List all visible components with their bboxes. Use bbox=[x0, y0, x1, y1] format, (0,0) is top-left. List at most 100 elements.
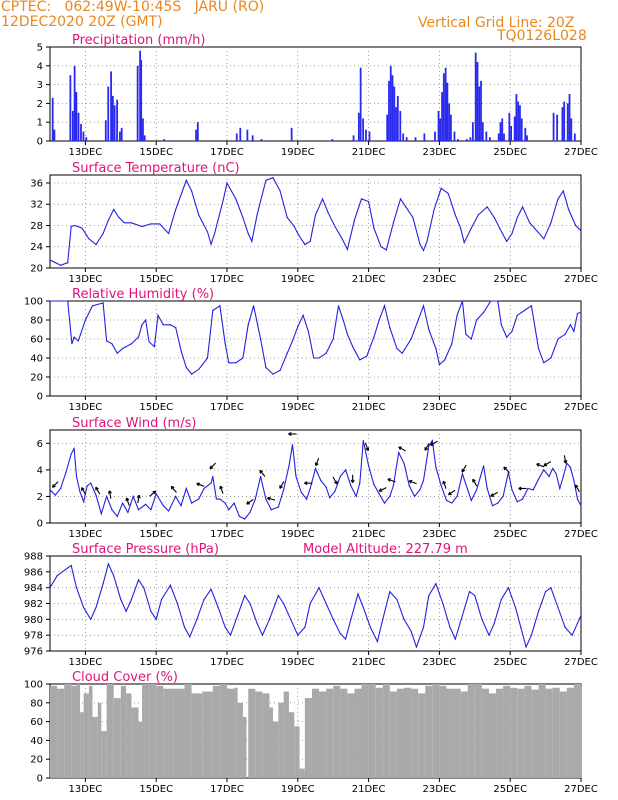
precip-bar bbox=[195, 129, 197, 141]
data-point bbox=[265, 366, 267, 369]
wind-arrow-shaft bbox=[149, 490, 157, 497]
data-point bbox=[309, 487, 311, 490]
wind-arrow bbox=[288, 431, 297, 437]
data-point bbox=[81, 227, 83, 229]
x-tick-label: 19DEC bbox=[281, 274, 315, 285]
data-point bbox=[389, 327, 391, 329]
data-point bbox=[306, 498, 308, 500]
data-point bbox=[359, 482, 361, 484]
data-point bbox=[537, 347, 540, 350]
precip-bar bbox=[140, 60, 143, 141]
data-point bbox=[169, 584, 171, 586]
cloud-bar bbox=[552, 687, 560, 778]
cloud-bar bbox=[138, 721, 143, 778]
cloud-bar bbox=[131, 707, 139, 778]
panel-frame bbox=[49, 300, 582, 397]
precip-bar bbox=[73, 65, 76, 141]
precip-bar bbox=[526, 135, 528, 141]
x-tick-label: 19DEC bbox=[281, 402, 315, 413]
y-tick-label: 2 bbox=[37, 99, 43, 110]
data-point bbox=[73, 336, 75, 338]
data-point bbox=[380, 246, 382, 248]
y-tick-label: 986 bbox=[24, 567, 43, 578]
data-point bbox=[56, 575, 58, 577]
data-point bbox=[237, 614, 239, 616]
wind-arrow-head bbox=[246, 500, 249, 505]
wind-arrow bbox=[170, 485, 177, 493]
cloud-bar bbox=[64, 684, 72, 778]
data-point bbox=[321, 198, 324, 200]
data-point bbox=[550, 357, 552, 359]
data-point bbox=[127, 511, 129, 513]
data-point bbox=[564, 626, 566, 628]
data-point bbox=[320, 479, 322, 482]
precip-bar bbox=[434, 131, 436, 141]
x-tick-label: 25DEC bbox=[493, 147, 527, 158]
data-point bbox=[497, 502, 499, 504]
precip-bar bbox=[391, 75, 394, 141]
precip-bar bbox=[85, 137, 88, 141]
data-point bbox=[157, 314, 159, 316]
panel-temp: 20 24 28 32 36 13DEC 15DEC 17DEC 19DEC 21DEC 23DEC… bbox=[30, 161, 598, 285]
data-point bbox=[318, 357, 320, 359]
data-point bbox=[70, 453, 72, 455]
y-tick-label: 6 bbox=[37, 439, 43, 450]
data-point bbox=[398, 451, 400, 454]
data-point bbox=[167, 510, 170, 512]
data-point bbox=[185, 487, 187, 490]
cloud-bar bbox=[361, 684, 369, 778]
y-tick-label: 80 bbox=[30, 316, 43, 327]
data-point bbox=[183, 626, 186, 628]
data-point bbox=[130, 222, 133, 224]
wind-arrow bbox=[314, 457, 320, 467]
precip-bar bbox=[51, 97, 54, 141]
data-point bbox=[334, 225, 336, 228]
cloud-bar bbox=[142, 684, 150, 778]
y-tick-label: 3 bbox=[37, 80, 43, 91]
data-point bbox=[483, 465, 485, 467]
data-point bbox=[396, 347, 398, 350]
cloud-bar bbox=[382, 684, 390, 778]
header-grid-note: Vertical Grid Line: 20Z bbox=[418, 15, 575, 31]
precip-bar bbox=[393, 86, 396, 141]
precip-bar bbox=[251, 135, 254, 141]
data-point bbox=[206, 357, 209, 359]
data-point bbox=[500, 598, 502, 601]
x-tick-label: 21DEC bbox=[352, 147, 386, 158]
data-point bbox=[141, 225, 143, 228]
wind-arrow-head bbox=[267, 496, 271, 499]
precip-bar bbox=[437, 110, 440, 141]
cloud-bar bbox=[460, 691, 468, 778]
y-tick-label: 984 bbox=[24, 583, 43, 594]
precip-bar bbox=[196, 122, 199, 141]
data-point bbox=[350, 485, 352, 487]
cloud-bar bbox=[273, 721, 279, 778]
data-point bbox=[559, 487, 561, 490]
series-line-press bbox=[49, 562, 582, 649]
data-point bbox=[141, 324, 143, 326]
cloud-bar bbox=[262, 693, 270, 778]
panel-cloud: 0 20 40 60 80 100 13DEC 15DEC 17DEC 19DEC 21DEC 23D… bbox=[24, 670, 598, 795]
data-point bbox=[226, 182, 228, 184]
data-point bbox=[580, 311, 582, 313]
data-point bbox=[360, 198, 363, 200]
wind-arrow bbox=[149, 490, 157, 497]
data-point bbox=[403, 462, 405, 464]
precip-bar bbox=[260, 139, 263, 141]
data-point bbox=[445, 499, 448, 502]
data-point bbox=[167, 232, 170, 235]
precip-bar bbox=[471, 122, 474, 141]
cloud-bar bbox=[375, 687, 383, 778]
data-point bbox=[339, 475, 341, 478]
data-point bbox=[102, 302, 104, 304]
data-point bbox=[357, 593, 359, 595]
data-point bbox=[113, 575, 115, 577]
data-point bbox=[435, 583, 437, 585]
precip-bar bbox=[388, 80, 390, 141]
wind-arrow bbox=[430, 440, 438, 446]
precip-bar bbox=[573, 133, 576, 141]
data-point bbox=[506, 336, 508, 338]
panel-frame bbox=[49, 46, 582, 142]
wind-arrow bbox=[51, 481, 59, 488]
